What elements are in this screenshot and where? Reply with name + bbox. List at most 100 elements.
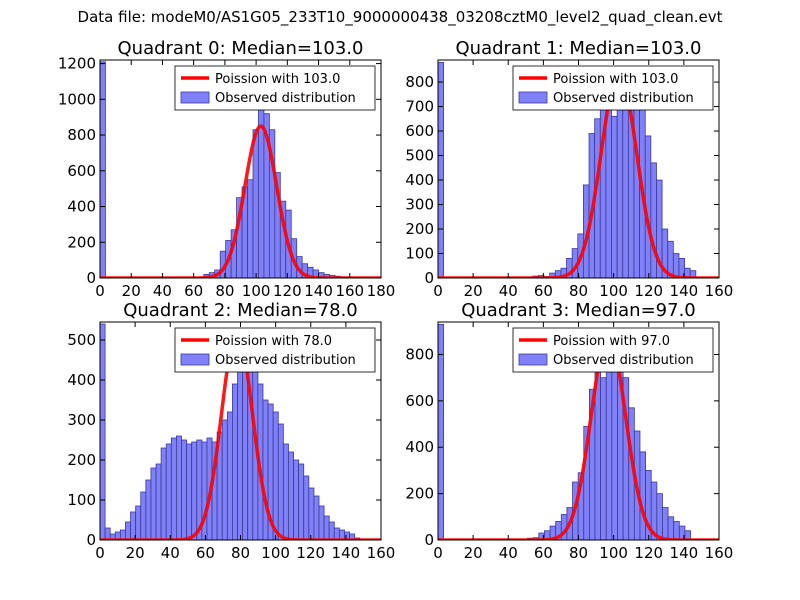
x-tick-label: 60	[184, 282, 203, 300]
y-tick-label: 300	[405, 196, 434, 214]
x-tick-label: 80	[231, 544, 250, 562]
x-tick-label: 120	[273, 282, 302, 300]
quadrant-2-panel: Quadrant 2: Median=78.0 0 20 40 60 80 100 120 14…	[67, 300, 395, 562]
quadrant-0-panel: Quadrant 0: Median=103.00 20 40 60 80 100 120 1…	[58, 38, 396, 300]
histogram-bar	[252, 129, 259, 278]
x-tick-label: 40	[153, 282, 172, 300]
histogram-bar	[349, 533, 356, 540]
x-tick-label: 0	[433, 544, 443, 562]
x-tick-label: 140	[670, 544, 699, 562]
histogram-bar	[262, 399, 269, 540]
histogram-bar	[237, 359, 244, 540]
x-tick-label: 100	[599, 544, 628, 562]
x-tick-label: 0	[95, 544, 105, 562]
histogram-bar	[303, 475, 310, 540]
x-tick-label: 40	[499, 282, 518, 300]
y-tick-label: 300	[67, 411, 96, 429]
x-tick-label: 120	[634, 544, 663, 562]
y-tick-label: 200	[67, 451, 96, 469]
x-tick-label: 160	[367, 544, 396, 562]
x-tick-label: 100	[599, 282, 628, 300]
histogram-bar	[258, 106, 265, 278]
x-tick-label: 160	[705, 544, 734, 562]
legend-bars-label: Observed distribution	[553, 91, 694, 106]
histogram-bar	[672, 253, 680, 278]
x-tick-label: 20	[122, 282, 141, 300]
y-tick-label: 0	[424, 531, 434, 549]
x-tick-label: 80	[569, 544, 588, 562]
histogram-bar	[656, 493, 663, 540]
legend-bars-label: Observed distribution	[553, 353, 694, 368]
histogram-bar	[673, 521, 680, 540]
histogram-bar	[160, 447, 167, 540]
histogram-bar	[100, 61, 106, 278]
y-tick-label: 700	[405, 98, 434, 116]
chart-title: Quadrant 0: Median=103.0	[118, 38, 364, 59]
histogram-bar	[288, 451, 294, 540]
x-tick-label: 160	[335, 282, 364, 300]
x-tick-label: 120	[634, 282, 663, 300]
histogram-bar	[165, 443, 172, 540]
y-tick-label: 600	[67, 162, 96, 180]
histogram-bar	[600, 377, 607, 540]
histogram-bar	[155, 463, 162, 540]
y-tick-label: 400	[67, 198, 96, 216]
histogram-bar	[272, 411, 279, 540]
histogram-bar	[313, 495, 320, 540]
legend-bars-swatch	[180, 353, 210, 366]
histogram-bar	[438, 323, 445, 540]
poisson-curve	[100, 124, 381, 278]
y-tick-label: 200	[405, 485, 434, 503]
figure-title: Data file: modeM0/AS1G05_233T10_90000004…	[77, 8, 723, 26]
y-tick-label: 800	[405, 73, 434, 91]
y-tick-label: 1200	[58, 55, 96, 73]
histogram-bar	[181, 439, 187, 540]
histogram-bar	[221, 419, 228, 540]
histogram-bar	[175, 435, 182, 540]
legend: Poission with 103.0 Observed distribution	[512, 65, 714, 111]
x-tick-label: 60	[534, 544, 553, 562]
y-tick-label: 500	[67, 331, 96, 349]
histogram-bars	[438, 62, 697, 278]
axes-frame	[99, 59, 382, 279]
y-tick-label: 100	[405, 245, 434, 263]
x-tick-label: 80	[569, 282, 588, 300]
histogram-bar	[323, 515, 330, 540]
histogram-bar	[186, 443, 193, 540]
histogram-bar	[140, 491, 147, 540]
x-tick-label: 140	[304, 282, 333, 300]
x-tick-label: 60	[196, 544, 215, 562]
legend-curve-label: Poission with 103.0	[215, 72, 340, 87]
x-tick-label: 120	[296, 544, 325, 562]
histogram-bar	[100, 323, 106, 540]
histogram-bar	[293, 459, 300, 540]
y-tick-label: 1000	[58, 90, 96, 108]
y-tick-label: 600	[405, 392, 434, 410]
histogram-bar	[438, 62, 445, 278]
legend-bars-label: Observed distribution	[215, 353, 356, 368]
legend: Poission with 97.0 Observed distribution	[512, 327, 714, 373]
y-tick-label: 800	[405, 345, 434, 363]
x-tick-label: 140	[332, 544, 361, 562]
y-tick-label: 100	[67, 491, 96, 509]
legend-curve-label: Poission with 78.0	[215, 334, 332, 349]
chart-title: Quadrant 2: Median=78.0	[123, 300, 358, 321]
y-tick-label: 0	[424, 269, 434, 287]
x-tick-label: 100	[242, 282, 271, 300]
quadrant-1-panel: Quadrant 1: Median=103.0 0 20 40 60 80 100 120 1…	[405, 38, 733, 300]
chart-title: Quadrant 3: Median=97.0	[461, 300, 696, 321]
y-tick-label: 600	[405, 122, 434, 140]
histogram-bar	[150, 467, 157, 540]
x-tick-label: 60	[534, 282, 553, 300]
x-tick-label: 100	[261, 544, 290, 562]
legend-bars-label: Observed distribution	[215, 91, 356, 106]
histogram-bar	[650, 162, 657, 278]
histogram-bar	[232, 383, 238, 540]
histogram-bar	[328, 521, 335, 540]
y-tick-label: 400	[405, 171, 434, 189]
legend-curve-label: Poission with 97.0	[553, 334, 670, 349]
legend: Poission with 103.0 Observed distribution	[174, 65, 376, 111]
x-tick-label: 0	[433, 282, 443, 300]
y-tick-label: 400	[405, 438, 434, 456]
histogram-bar	[298, 463, 305, 540]
